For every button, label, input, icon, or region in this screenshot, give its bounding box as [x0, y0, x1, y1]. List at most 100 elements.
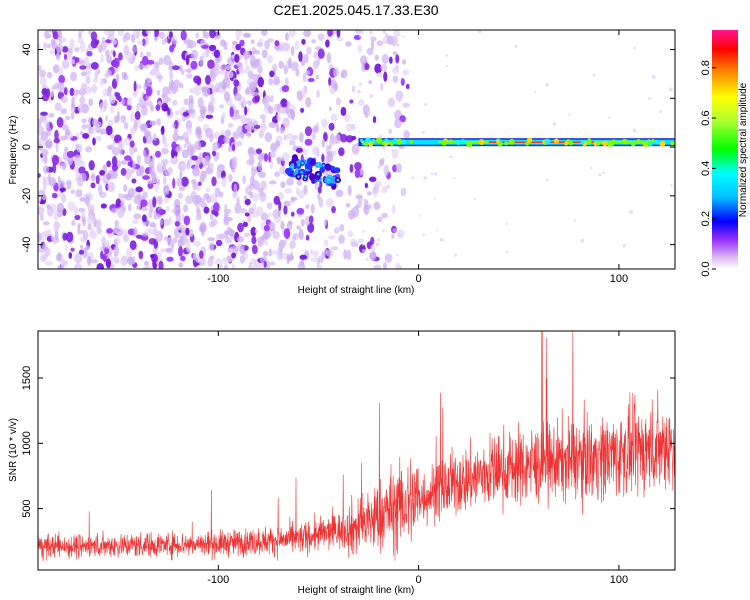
spectrogram-cell	[234, 202, 242, 214]
spectrogram-cell	[258, 187, 264, 193]
spectrogram-cell	[446, 64, 449, 68]
snr-x-label: Height of straight line (km)	[298, 585, 415, 596]
spectrogram-cell	[245, 32, 252, 38]
spectrogram-cell	[38, 144, 43, 152]
spectrogram-cell	[207, 237, 215, 242]
spectrogram-cell	[280, 220, 285, 230]
spectrogram-cell	[172, 99, 178, 106]
spectrogram-cell	[292, 232, 300, 240]
spectrogram-cell	[245, 100, 253, 105]
spectrogram-cell	[180, 176, 189, 187]
spectrogram-cell	[70, 189, 75, 194]
spectrogram-cell	[268, 180, 277, 185]
spectrogram-cell	[249, 82, 257, 92]
spectrogram-cell	[212, 141, 220, 151]
spectrogram-cell	[197, 97, 204, 109]
spectrogram-cell	[178, 64, 183, 72]
spectrogram-cell	[259, 113, 267, 120]
y-tick-label: 1500	[21, 366, 33, 390]
spectrogram-cell	[185, 195, 193, 205]
spectrogram-cell	[200, 202, 208, 208]
snr-ticks: -100 0 100 500 1000 1500	[21, 331, 675, 586]
spectrogram-cell	[103, 99, 108, 110]
spectrogram-cell	[170, 155, 179, 165]
spectrogram-cell	[115, 198, 122, 210]
spectrogram-cell	[290, 165, 294, 168]
spectrogram-cell	[219, 39, 226, 47]
spectrogram-cell	[259, 191, 267, 203]
spectrogram-cell	[478, 139, 485, 146]
spectrogram-cell	[78, 31, 82, 39]
spectrogram-cell	[60, 95, 68, 104]
spectrogram-cell	[357, 199, 362, 209]
spectrogram-cell	[104, 73, 110, 78]
spectrogram-cell	[88, 160, 95, 171]
colorbar-tick-label: 0.4	[700, 161, 712, 176]
spectrogram-cell	[86, 255, 92, 266]
spectrogram-cell	[573, 219, 576, 222]
spectrogram-cell	[421, 130, 425, 134]
spectrogram-cell	[335, 189, 344, 198]
spectrogram-cell	[354, 161, 362, 171]
spectrogram-cell	[644, 141, 650, 146]
spectrogram-cell	[242, 221, 248, 228]
spectrogram-cell	[368, 80, 373, 85]
spectrogram-cell	[258, 130, 264, 139]
spectrogram-cell	[74, 57, 80, 63]
spectrogram-cell	[328, 122, 335, 131]
spectrogram-cell	[46, 126, 52, 137]
spectrogram-cell	[278, 60, 285, 69]
spectrogram-cell	[98, 184, 103, 195]
spectrogram-cell	[283, 134, 288, 141]
spectrogram-cell	[374, 54, 379, 61]
spectrogram-cell	[186, 38, 192, 49]
spectrogram-cell	[205, 114, 214, 119]
spectrogram-cell	[191, 155, 199, 161]
spectrogram-cell	[166, 256, 174, 262]
spectrogram-cell	[236, 236, 245, 243]
spectrogram-cell	[209, 213, 214, 220]
spectrogram-cell	[126, 96, 133, 106]
spectrogram-cell	[289, 108, 294, 115]
spectrogram-cell	[287, 57, 292, 69]
spectrogram-cell	[131, 219, 139, 225]
spectrogram-cell	[300, 59, 305, 67]
spectrogram-cell	[580, 140, 585, 145]
spectrogram-cell	[152, 69, 161, 77]
spectrogram-cell	[362, 230, 365, 233]
spectrogram-cell	[289, 251, 294, 261]
spectrogram-cell	[80, 71, 88, 77]
spectrogram-cell	[181, 69, 185, 76]
spectrogram-cell	[57, 252, 62, 261]
spectrogram-cell	[234, 92, 242, 101]
spectrogram-cell	[146, 51, 152, 58]
snr-frame	[37, 330, 676, 571]
spectrogram-cell	[266, 202, 273, 210]
spectrogram-cell	[112, 50, 116, 58]
spectrogram-cell	[244, 106, 248, 116]
spectrogram-cell	[336, 178, 340, 182]
snr-y-label: SNR (10 * v/v)	[8, 418, 19, 482]
spectrogram-cell	[276, 113, 281, 122]
spectrogram-cell	[61, 193, 66, 204]
spectrogram-cell	[131, 178, 137, 184]
spectrogram-cell	[170, 148, 175, 159]
x-tick-label: 0	[416, 574, 422, 586]
spectrogram-cell	[231, 143, 236, 152]
spectrogram-cell	[312, 60, 319, 70]
spectrogram-cell	[112, 254, 119, 264]
spectrogram-cell	[235, 43, 242, 51]
spectrogram-cell	[285, 167, 293, 175]
spectrogram-cell	[453, 176, 456, 179]
spectrogram-cell	[330, 246, 339, 251]
spectrogram-cell	[375, 137, 383, 144]
spectrogram-cell	[298, 261, 306, 269]
spectrogram-cell	[250, 39, 255, 44]
spectrogram-cell	[244, 198, 251, 206]
spectrogram-cell	[374, 63, 382, 74]
spectrogram-cell	[201, 51, 210, 59]
spectrogram-cell	[251, 91, 259, 96]
spectrogram-cell	[239, 254, 245, 264]
spectrogram-cell	[288, 139, 296, 146]
spectrogram-cell	[252, 193, 259, 202]
